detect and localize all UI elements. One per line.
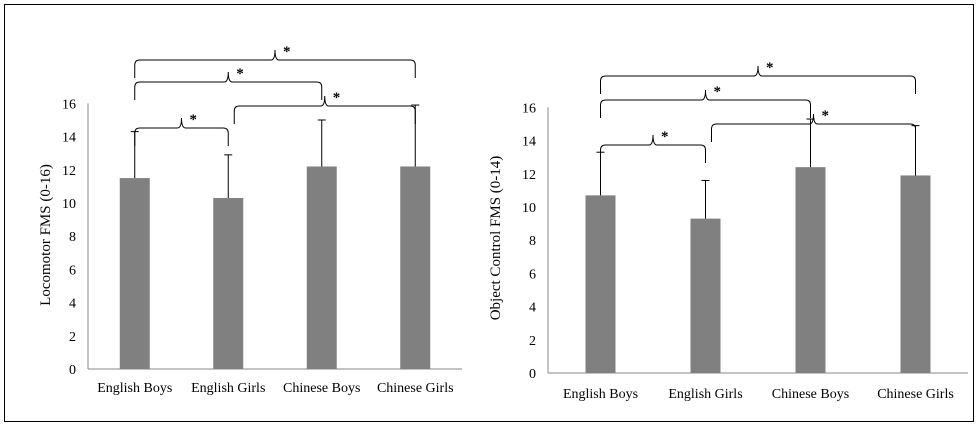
significance-bracket-0-0 bbox=[134, 117, 229, 146]
y-tick-label-0-8: 16 bbox=[62, 97, 76, 112]
category-label-0-3: Chinese Girls bbox=[377, 381, 454, 396]
y-tick-label-1-5: 10 bbox=[522, 201, 536, 216]
bar-1-3 bbox=[900, 175, 931, 373]
significance-bracket-1-0-label: * bbox=[661, 129, 669, 145]
y-tick-label-1-8: 16 bbox=[522, 101, 536, 116]
significance-bracket-1-0 bbox=[600, 134, 706, 163]
significance-bracket-0-2-label: * bbox=[236, 66, 244, 82]
significance-bracket-1-2 bbox=[600, 89, 811, 118]
y-tick-label-0-3: 6 bbox=[69, 263, 76, 278]
significance-bracket-1-3 bbox=[600, 65, 916, 94]
bar-0-3 bbox=[400, 166, 431, 369]
category-label-0-0: English Boys bbox=[97, 381, 172, 396]
significance-bracket-1-2-label: * bbox=[714, 84, 722, 100]
significance-bracket-0-1 bbox=[233, 95, 416, 124]
y-tick-label-0-2: 4 bbox=[69, 297, 76, 312]
bar-1-1 bbox=[690, 218, 721, 373]
significance-bracket-1-1 bbox=[711, 113, 916, 142]
significance-bracket-0-2 bbox=[134, 71, 323, 100]
significance-bracket-1-1-label: * bbox=[822, 108, 830, 124]
category-label-1-3: Chinese Girls bbox=[877, 387, 954, 402]
y-tick-label-1-1: 2 bbox=[529, 334, 536, 349]
category-label-1-1: English Girls bbox=[668, 387, 742, 402]
y-tick-label-0-1: 2 bbox=[69, 330, 76, 345]
y-tick-label-0-6: 12 bbox=[62, 164, 76, 179]
bar-1-2 bbox=[795, 167, 826, 373]
y-axis-title-0: Locomotor FMS (0-16) bbox=[38, 164, 54, 306]
y-tick-label-1-6: 12 bbox=[522, 168, 536, 183]
y-tick-label-1-2: 4 bbox=[529, 301, 536, 316]
y-tick-label-0-4: 8 bbox=[69, 230, 76, 245]
bar-0-0 bbox=[119, 178, 150, 369]
category-label-1-0: English Boys bbox=[563, 387, 638, 402]
significance-bracket-0-3-label: * bbox=[283, 44, 291, 60]
significance-bracket-0-0-label: * bbox=[190, 112, 198, 128]
y-tick-label-1-0: 0 bbox=[529, 367, 536, 382]
y-tick-label-1-7: 14 bbox=[522, 135, 536, 150]
category-label-0-2: Chinese Boys bbox=[283, 381, 360, 396]
y-tick-label-1-3: 6 bbox=[529, 267, 536, 282]
y-tick-label-1-4: 8 bbox=[529, 234, 536, 249]
bar-0-2 bbox=[306, 166, 337, 369]
significance-bracket-0-1-label: * bbox=[333, 90, 341, 106]
y-axis-title-1: Object Control FMS (0-14) bbox=[488, 156, 504, 321]
category-label-1-2: Chinese Boys bbox=[772, 387, 849, 402]
y-tick-label-0-7: 14 bbox=[62, 131, 76, 146]
category-label-0-1: English Girls bbox=[191, 381, 265, 396]
y-tick-label-0-5: 10 bbox=[62, 197, 76, 212]
significance-bracket-1-3-label: * bbox=[766, 60, 774, 76]
bar-1-0 bbox=[585, 195, 616, 373]
y-tick-label-0-0: 0 bbox=[69, 363, 76, 378]
significance-bracket-0-3 bbox=[134, 49, 416, 78]
bar-0-1 bbox=[213, 198, 244, 369]
